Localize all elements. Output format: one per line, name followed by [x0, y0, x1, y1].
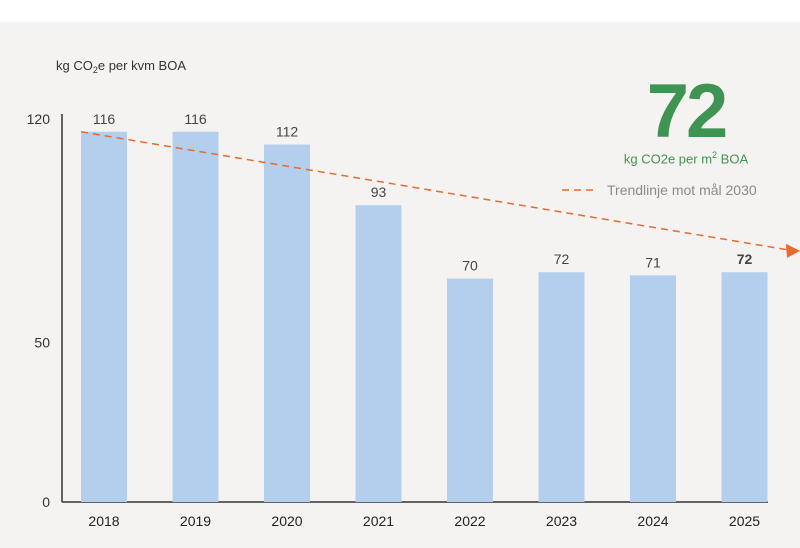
- y-tick-label: 50: [34, 334, 50, 350]
- bar: [355, 205, 402, 503]
- bar-value-label: 72: [554, 251, 570, 267]
- chart-panel: kg CO2e per kvm BOA 0 50 120 116 2018 116 2019…: [0, 22, 800, 548]
- bar: [538, 272, 585, 502]
- x-tick-label: 2022: [454, 513, 485, 529]
- kpi-value: 72: [646, 69, 729, 154]
- bar-chart: 0 50 120 116 2018 116 2019 112 2020 93 2021 70 2022 7…: [27, 111, 800, 529]
- bar-value-label: 112: [276, 124, 299, 140]
- bar: [721, 272, 768, 502]
- bar: [172, 131, 219, 502]
- bar: [264, 144, 310, 502]
- kpi-block: 72 kg CO2e per m2 BOA: [600, 69, 772, 167]
- y-axis-label: kg CO2e per kvm BOA: [56, 58, 186, 75]
- bar-value-label: 116: [184, 111, 207, 127]
- bar-value-label: 71: [645, 254, 661, 270]
- bar: [81, 131, 127, 502]
- kpi-unit: kg CO2e per m2 BOA: [623, 150, 749, 167]
- trendline-legend-label: Trendlinje mot mål 2030: [607, 182, 757, 198]
- x-tick-label: 2021: [363, 513, 394, 529]
- y-tick-label: 0: [42, 494, 50, 510]
- x-tick-label: 2024: [637, 513, 668, 529]
- trendline-arrowhead: [786, 243, 800, 258]
- x-tick-label: 2018: [88, 513, 119, 529]
- bar: [447, 278, 493, 502]
- bar-value-label: 93: [371, 184, 387, 200]
- x-tick-label: 2019: [180, 513, 211, 529]
- y-tick-label: 120: [27, 111, 51, 127]
- bar: [630, 275, 676, 502]
- x-tick-label: 2020: [271, 513, 302, 529]
- bar-value-label: 72: [737, 251, 753, 267]
- bar-value-label: 116: [93, 111, 116, 127]
- bar-value-label: 70: [462, 258, 478, 274]
- x-tick-label: 2023: [546, 513, 577, 529]
- x-tick-label: 2025: [729, 513, 760, 529]
